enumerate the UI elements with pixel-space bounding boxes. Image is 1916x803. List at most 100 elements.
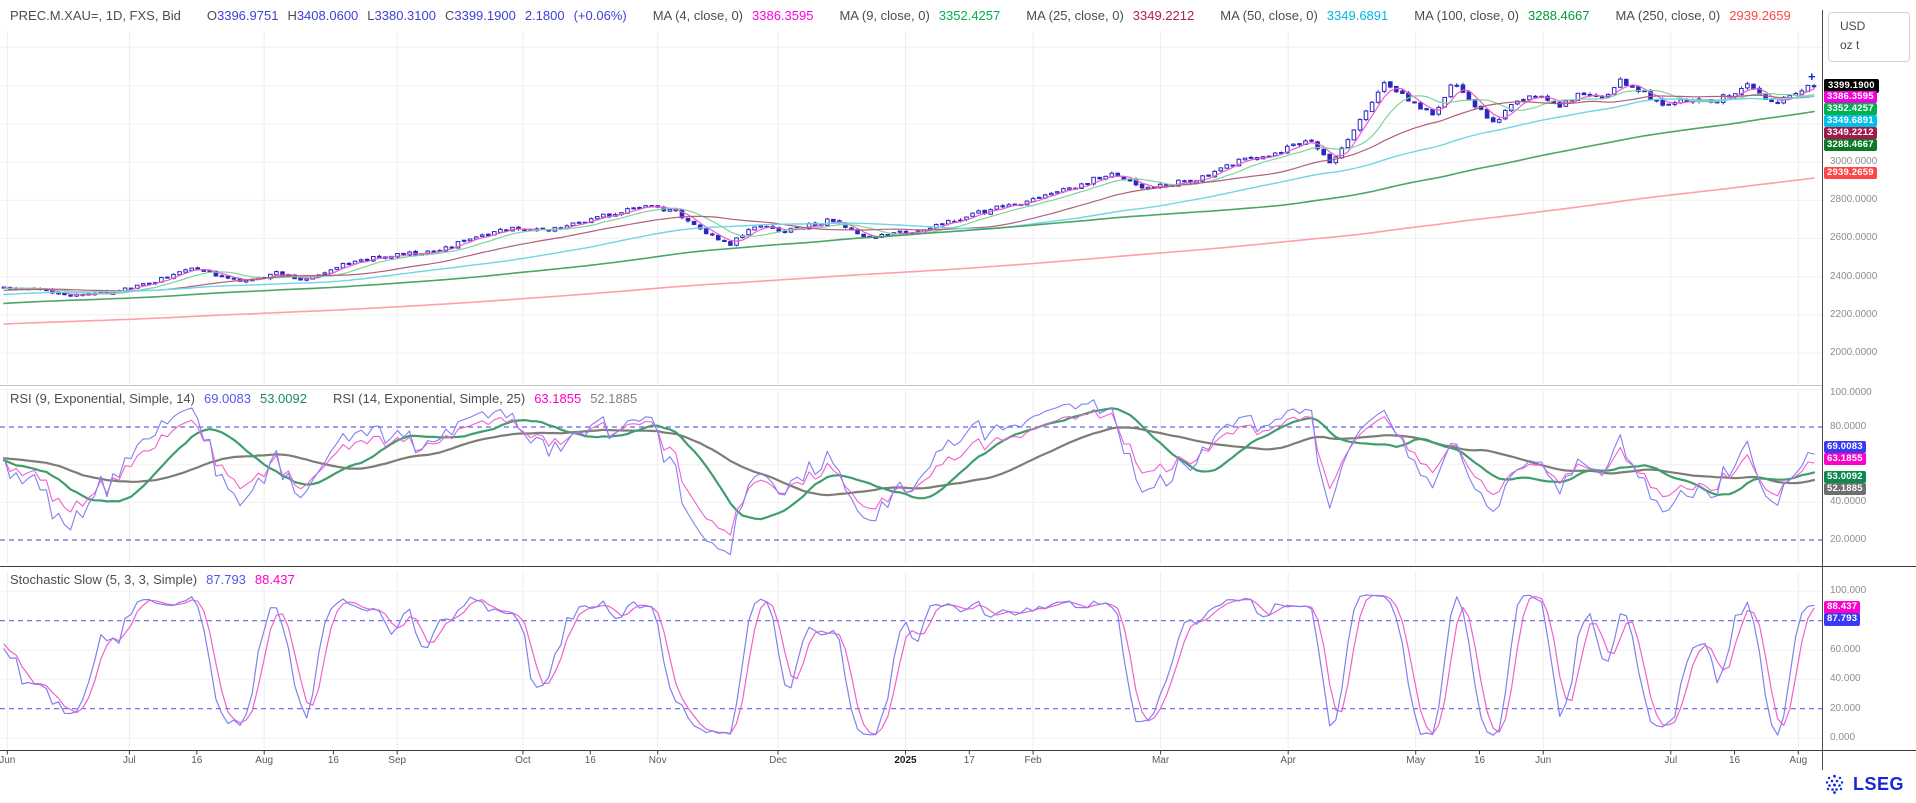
rsi-tag: 52.1885 — [1824, 482, 1866, 496]
axis-tick-label: 80.0000 — [1830, 421, 1867, 432]
rsi-legend[interactable]: RSI (9, Exponential, Simple, 14) 69.0083… — [10, 391, 637, 406]
x-axis-label: Sep — [388, 755, 407, 766]
x-axis-label: Jun — [0, 755, 16, 766]
ma-value: 3352.4257 — [938, 8, 1001, 23]
main-chart-panel[interactable] — [0, 30, 1822, 385]
stoch-title: Stochastic Slow (5, 3, 3, Simple) — [10, 572, 198, 587]
x-axis-label: Dec — [769, 755, 787, 766]
ma-value: 2939.2659 — [1729, 8, 1791, 23]
stoch-tag: 87.793 — [1824, 613, 1861, 626]
ma-label: MA (25, close, 0) — [1026, 8, 1124, 23]
rsi-2-item: RSI (14, Exponential, Simple, 25) 63.185… — [333, 391, 637, 406]
x-axis-label: 16 — [191, 755, 203, 766]
axis-tick-label: 40.000 — [1830, 673, 1861, 685]
axis-tick-label: 2000.0000 — [1830, 347, 1878, 359]
x-axis-label: May — [1406, 755, 1426, 766]
rsi-tag: 69.0083 — [1824, 440, 1866, 454]
price-tag: 3288.4667 — [1824, 138, 1877, 152]
rsi-2-smooth-value: 52.1885 — [590, 391, 638, 406]
axis-tick-label: 2800.0000 — [1830, 194, 1878, 206]
ma-legend-item[interactable]: MA (250, close, 0) 2939.2659 — [1615, 8, 1790, 23]
change-value: 2.1800 — [524, 8, 565, 23]
rsi-tag: 63.1855 — [1824, 452, 1866, 466]
unit-label: oz t — [1840, 38, 1860, 52]
instrument-title: PREC.M.XAU=, 1D, FXS, Bid — [10, 8, 181, 23]
rsi-panel[interactable] — [0, 388, 1822, 566]
x-axis-label: Oct — [515, 755, 531, 766]
price-tag: 2939.2659 — [1824, 166, 1877, 180]
stoch-item: Stochastic Slow (5, 3, 3, Simple) 87.793… — [10, 572, 295, 587]
x-axis-label: Jun — [1535, 755, 1552, 766]
rsi-1-item: RSI (9, Exponential, Simple, 14) 69.0083… — [10, 391, 307, 406]
axis-tick-label: 3000.0000 — [1830, 156, 1878, 167]
x-axis-label: 16 — [327, 755, 339, 766]
axis-tick-label: 2400.0000 — [1830, 270, 1878, 282]
axis-tick-label: 100.0000 — [1830, 387, 1872, 398]
x-axis-label: Aug — [1789, 755, 1808, 766]
lseg-brand-text: LSEG — [1852, 774, 1904, 794]
stoch-tag: 88.437 — [1824, 601, 1861, 614]
rsi-1-smooth-value: 53.0092 — [259, 391, 307, 406]
low-value: 3380.3100 — [374, 8, 436, 23]
rsi-tag: 53.0092 — [1824, 470, 1866, 484]
ma-label: MA (250, close, 0) — [1615, 8, 1721, 23]
open-value: 3396.9751 — [216, 8, 279, 23]
price-tag: 3352.4257 — [1824, 102, 1877, 116]
axis-tick-label: 100.000 — [1830, 585, 1867, 597]
rsi-2-title: RSI (14, Exponential, Simple, 25) — [332, 391, 526, 406]
ma-label: MA (9, close, 0) — [839, 8, 930, 23]
ma-label: MA (50, close, 0) — [1220, 8, 1318, 23]
ma-label: MA (4, close, 0) — [652, 8, 744, 23]
axis-tick-label: 60.000 — [1830, 644, 1861, 655]
x-axis-label: 2025 — [894, 755, 917, 766]
ma-legend-item[interactable]: MA (50, close, 0) 3349.6891 — [1220, 8, 1388, 23]
x-axis-label: Jul — [122, 755, 136, 766]
axis-tick-label: 2200.0000 — [1830, 308, 1878, 320]
x-axis-label: 16 — [1473, 755, 1486, 766]
ma-legend-item[interactable]: MA (100, close, 0) 3288.4667 — [1414, 8, 1589, 23]
axis-tick-label: 20.000 — [1830, 702, 1861, 714]
ma-legend-item[interactable]: MA (4, close, 0) 3386.3595 — [653, 8, 814, 23]
change-percent: (+0.06%) — [573, 8, 627, 23]
ma-legend-item[interactable]: MA (9, close, 0) 3352.4257 — [839, 8, 1000, 23]
ma-label: MA (100, close, 0) — [1414, 8, 1520, 23]
low-label: L — [367, 8, 375, 23]
lseg-crest-icon — [1825, 774, 1844, 794]
x-axis-label: Mar — [1151, 755, 1170, 766]
high-label: H — [287, 8, 297, 23]
stochastic-legend[interactable]: Stochastic Slow (5, 3, 3, Simple) 87.793… — [10, 572, 295, 587]
axis-tick-label: 20.0000 — [1830, 534, 1867, 545]
ma-value: 3386.3595 — [752, 8, 814, 23]
ma-legend-item[interactable]: MA (25, close, 0) 3349.2212 — [1026, 8, 1194, 23]
axis-tick-label: 0.000 — [1830, 732, 1856, 743]
x-axis-label: Nov — [648, 755, 667, 766]
axis-tick-label: 2600.0000 — [1830, 232, 1878, 244]
stochastic-panel[interactable] — [0, 568, 1822, 750]
ma-legend: MA (4, close, 0) 3386.3595 MA (9, close, 0… — [653, 8, 1791, 23]
x-axis-label: Feb — [1024, 755, 1042, 766]
x-axis-label: Aug — [255, 755, 274, 766]
open-label: O — [206, 8, 217, 23]
main-chart-legend[interactable]: PREC.M.XAU=, 1D, FXS, Bid O 3396.9751 H 34… — [10, 8, 1791, 23]
x-axis-label: Apr — [1280, 755, 1296, 766]
rsi-1-value: 69.0083 — [203, 391, 251, 406]
price-tag: 3349.6891 — [1824, 114, 1877, 128]
close-value: 3399.1900 — [454, 8, 516, 23]
price-cursor-marker: + — [1808, 69, 1816, 84]
axis-tick-label: 40.0000 — [1830, 496, 1867, 508]
stoch-d-value: 88.437 — [254, 572, 295, 587]
x-axis-label: 16 — [584, 755, 596, 766]
x-axis-label: 17 — [963, 755, 975, 766]
ohlc-readout: O 3396.9751 H 3408.0600 L 3380.3100 C 3399.1… — [207, 8, 627, 23]
x-axis-label: 16 — [1728, 755, 1741, 766]
rsi-1-title: RSI (9, Exponential, Simple, 14) — [10, 391, 195, 406]
ma-value: 3288.4667 — [1528, 8, 1590, 23]
lseg-logo: LSEG — [1824, 774, 1904, 795]
unit-box[interactable]: USD oz t — [1828, 12, 1910, 62]
stoch-k-value: 87.793 — [206, 572, 246, 587]
high-value: 3408.0600 — [296, 8, 359, 23]
ma-value: 3349.6891 — [1326, 8, 1389, 23]
price-tag: 3349.2212 — [1824, 126, 1877, 140]
